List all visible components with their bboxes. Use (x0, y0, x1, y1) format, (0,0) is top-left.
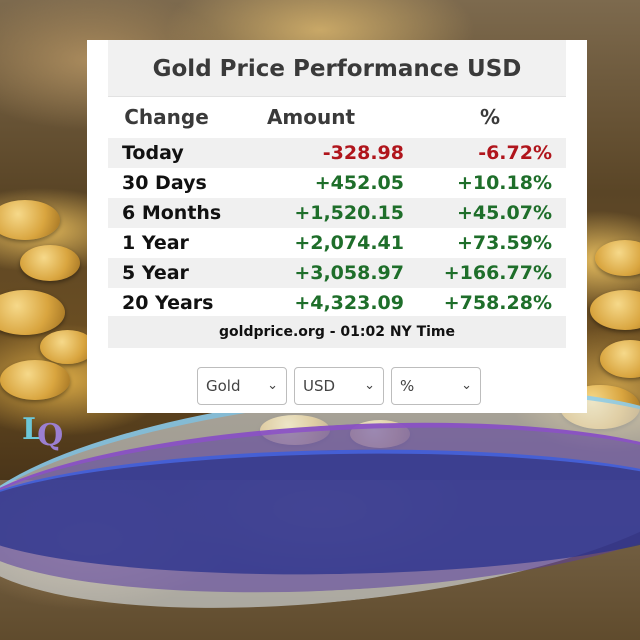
period-cell: 1 Year (122, 232, 189, 254)
amount-cell: -328.98 (225, 138, 416, 168)
amount-cell: +3,058.97 (225, 258, 416, 288)
widget-title: Gold Price Performance USD (108, 40, 566, 97)
table-header-row: Change Amount % (108, 96, 566, 138)
percent-cell: +758.28% (443, 292, 552, 314)
gold-coin (0, 360, 70, 400)
percent-cell: +166.77% (416, 258, 566, 288)
unit-select-value: % (400, 377, 415, 395)
header-change: Change (124, 105, 209, 129)
period-cell: Today (108, 138, 225, 168)
source-timestamp: goldprice.org - 01:02 NY Time (108, 316, 566, 348)
logo-letter-l: L (22, 412, 43, 447)
period-cell: 5 Year (108, 258, 225, 288)
table-row: Today -328.98 -6.72% (108, 138, 566, 168)
performance-table: Change Amount % Today -328.98 -6.72% 30 … (108, 96, 566, 318)
currency-select[interactable]: USD ⌄ (294, 367, 384, 405)
gold-coin (595, 240, 640, 276)
gold-coin (590, 290, 640, 330)
table-row: 1 Year +2,074.41 +73.59% (108, 228, 566, 258)
percent-cell: +45.07% (416, 198, 566, 228)
percent-cell: +73.59% (456, 232, 552, 254)
percent-cell: -6.72% (416, 138, 566, 168)
gold-price-widget: Gold Price Performance USD Change Amount… (87, 40, 587, 413)
currency-select-value: USD (303, 377, 336, 395)
period-cell: 6 Months (108, 198, 225, 228)
gold-coin (0, 290, 65, 335)
amount-cell: +1,520.15 (225, 198, 416, 228)
percent-cell: +10.18% (456, 172, 552, 194)
header-amount: Amount (266, 105, 356, 129)
chevron-down-icon: ⌄ (364, 378, 375, 393)
table-row: 6 Months +1,520.15 +45.07% (108, 198, 566, 228)
chevron-down-icon: ⌄ (267, 378, 278, 393)
period-cell: 20 Years (122, 292, 214, 314)
gold-coin (20, 245, 80, 281)
gold-coin (0, 200, 60, 240)
metal-select[interactable]: Gold ⌄ (197, 367, 287, 405)
unit-select[interactable]: % ⌄ (391, 367, 481, 405)
period-cell: 30 Days (122, 172, 207, 194)
table-row: 20 Years +4,323.09 +758.28% (108, 288, 566, 318)
amount-cell: +2,074.41 (294, 232, 404, 254)
chevron-down-icon: ⌄ (461, 378, 472, 393)
gold-coin (40, 330, 95, 364)
amount-cell: +4,323.09 (294, 292, 404, 314)
gold-coin (600, 340, 640, 378)
logo-letter-q: Q (37, 418, 63, 453)
table-row: 30 Days +452.05 +10.18% (108, 168, 566, 198)
table-row: 5 Year +3,058.97 +166.77% (108, 258, 566, 288)
metal-select-value: Gold (206, 377, 241, 395)
amount-cell: +452.05 (314, 172, 404, 194)
header-percent: % (479, 105, 500, 129)
